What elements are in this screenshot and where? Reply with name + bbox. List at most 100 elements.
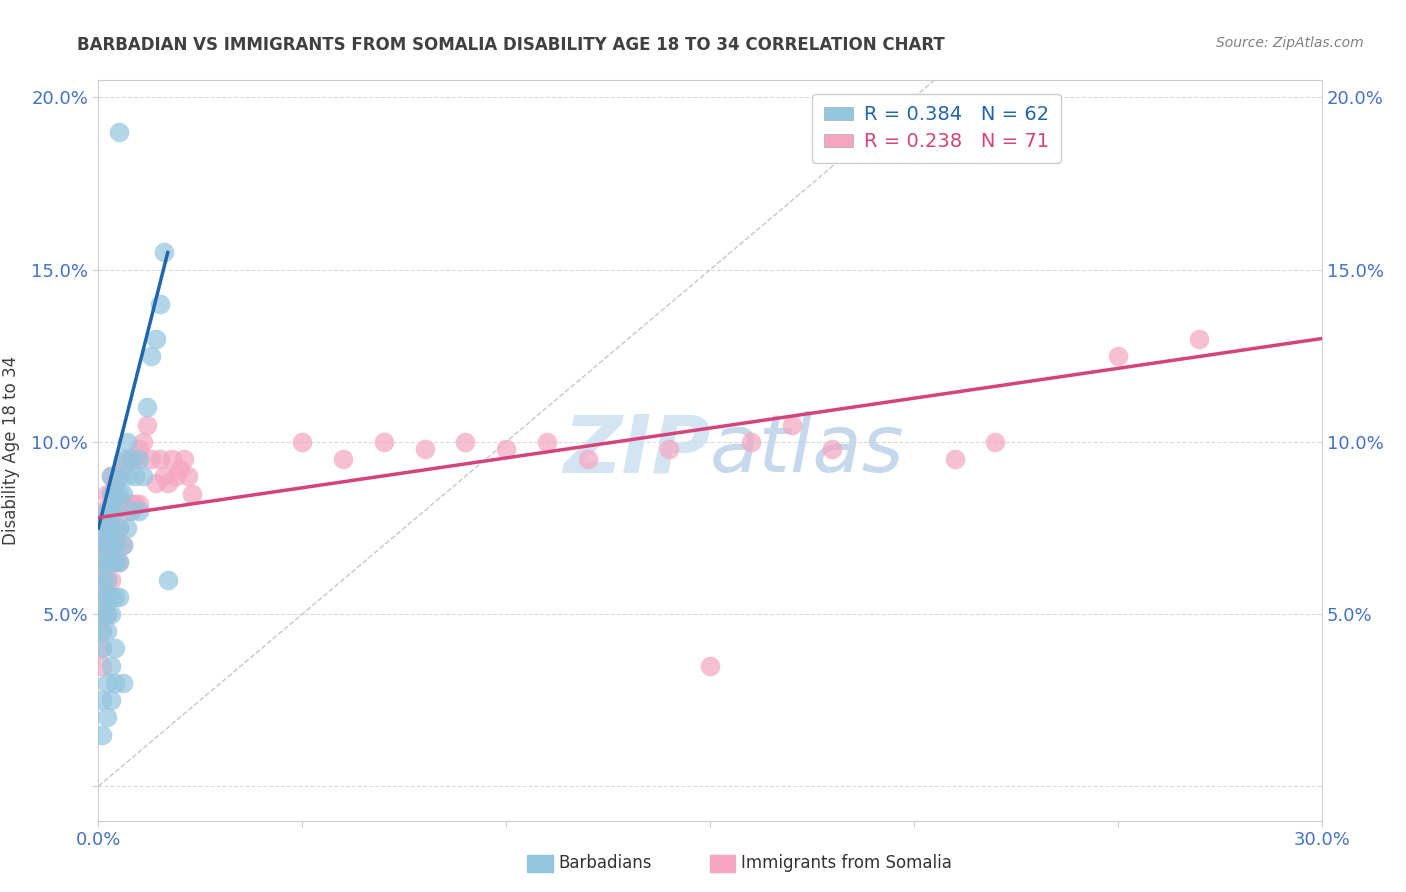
Point — [128, 442, 150, 456]
Point — [96, 538, 118, 552]
Point — [111, 676, 134, 690]
Point — [115, 469, 138, 483]
Point — [96, 538, 118, 552]
Point — [91, 624, 114, 639]
Point — [96, 607, 118, 621]
Point — [454, 434, 477, 449]
Point — [100, 521, 122, 535]
Point — [91, 607, 114, 621]
Legend: R = 0.384   N = 62, R = 0.238   N = 71: R = 0.384 N = 62, R = 0.238 N = 71 — [811, 94, 1062, 163]
Point — [1107, 349, 1129, 363]
Point — [115, 521, 138, 535]
Point — [821, 442, 844, 456]
Point — [104, 676, 127, 690]
Point — [132, 434, 155, 449]
Point — [91, 658, 114, 673]
Point — [699, 658, 721, 673]
Point — [96, 486, 118, 500]
Point — [115, 434, 138, 449]
Point — [96, 504, 118, 518]
Point — [108, 590, 131, 604]
Point — [96, 555, 118, 569]
Point — [91, 573, 114, 587]
Point — [115, 452, 138, 467]
Point — [100, 486, 122, 500]
Point — [96, 676, 118, 690]
Point — [145, 332, 167, 346]
Point — [100, 538, 122, 552]
Point — [100, 521, 122, 535]
Point — [332, 452, 354, 467]
Point — [120, 452, 142, 467]
Point — [91, 521, 114, 535]
Point — [111, 486, 134, 500]
Point — [108, 521, 131, 535]
Point — [108, 521, 131, 535]
Point — [156, 573, 179, 587]
Point — [96, 521, 118, 535]
Point — [128, 504, 150, 518]
Point — [149, 297, 172, 311]
Text: Barbadians: Barbadians — [558, 855, 652, 872]
Point — [100, 538, 122, 552]
Point — [111, 538, 134, 552]
Point — [413, 442, 436, 456]
Point — [740, 434, 762, 449]
Point — [181, 486, 204, 500]
Point — [96, 504, 118, 518]
Point — [104, 590, 127, 604]
Point — [156, 476, 179, 491]
Point — [108, 469, 131, 483]
Point — [943, 452, 966, 467]
Point — [100, 555, 122, 569]
Text: ZIP: ZIP — [562, 411, 710, 490]
Point — [104, 538, 127, 552]
Point — [160, 452, 183, 467]
Point — [373, 434, 395, 449]
Point — [108, 497, 131, 511]
Point — [91, 590, 114, 604]
Point — [91, 504, 114, 518]
Point — [128, 497, 150, 511]
Point — [91, 607, 114, 621]
Point — [91, 521, 114, 535]
Point — [91, 555, 114, 569]
Point — [177, 469, 200, 483]
Text: Immigrants from Somalia: Immigrants from Somalia — [741, 855, 952, 872]
Point — [96, 573, 118, 587]
Point — [104, 531, 127, 545]
Point — [124, 452, 146, 467]
Point — [91, 590, 114, 604]
Text: atlas: atlas — [710, 411, 905, 490]
Point — [96, 607, 118, 621]
Point — [96, 521, 118, 535]
Point — [111, 538, 134, 552]
Point — [96, 590, 118, 604]
Point — [96, 710, 118, 724]
Point — [91, 555, 114, 569]
Point — [576, 452, 599, 467]
Point — [149, 452, 172, 467]
Point — [120, 497, 142, 511]
Point — [658, 442, 681, 456]
Point — [152, 469, 174, 483]
Point — [100, 607, 122, 621]
Point — [145, 476, 167, 491]
Point — [104, 476, 127, 491]
Point — [120, 504, 142, 518]
Point — [104, 641, 127, 656]
Point — [136, 417, 159, 432]
Point — [495, 442, 517, 456]
Point — [100, 658, 122, 673]
Point — [165, 469, 187, 483]
Point — [111, 462, 134, 476]
Point — [115, 504, 138, 518]
Point — [91, 693, 114, 707]
Point — [100, 504, 122, 518]
Point — [108, 469, 131, 483]
Point — [111, 497, 134, 511]
Point — [984, 434, 1007, 449]
Point — [128, 452, 150, 467]
Point — [780, 417, 803, 432]
Point — [108, 486, 131, 500]
